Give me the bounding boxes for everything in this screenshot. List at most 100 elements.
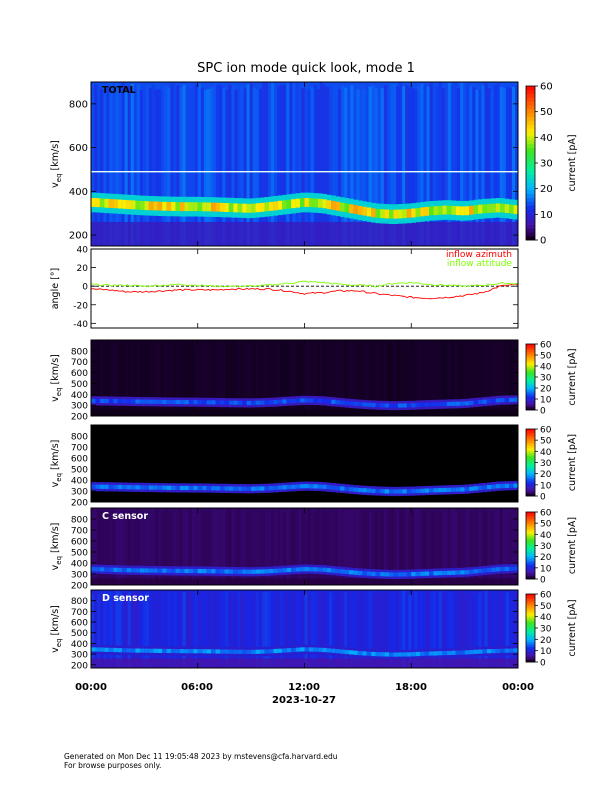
colorbar-swatch (526, 490, 535, 493)
colorbar-tick-label: 20 (540, 385, 552, 395)
heatmap-column (121, 426, 125, 502)
flow-band-core (282, 568, 288, 573)
heatmap-column (319, 426, 324, 502)
flow-band-core (126, 200, 132, 210)
heatmap-column (222, 88, 226, 246)
y-tick-label: 300 (71, 402, 88, 412)
flow-band-core (286, 199, 292, 209)
colorbar-swatch (526, 367, 535, 370)
flow-band-core (122, 648, 127, 653)
flow-band-core (166, 201, 172, 211)
flow-band-core (380, 652, 385, 657)
heatmap-column (213, 591, 217, 668)
heatmap-column (127, 427, 131, 502)
y-tick-label: 500 (71, 629, 88, 639)
flow-band-core (282, 399, 288, 404)
flow-band-core (277, 485, 283, 490)
heatmap-column (167, 592, 171, 668)
heatmap-column (301, 88, 305, 246)
heatmap-column (484, 428, 488, 502)
heatmap-column (408, 87, 412, 247)
heatmap-column (246, 510, 250, 585)
colorbar-swatch (526, 147, 535, 152)
heatmap-column (429, 510, 433, 585)
flow-band-core (464, 487, 470, 492)
flow-band-core (415, 571, 421, 577)
colorbar-swatch (526, 555, 535, 558)
flow-band-core (420, 488, 425, 493)
colorbar-swatch (526, 136, 535, 141)
flow-band-core (219, 400, 225, 405)
colorbar-swatch (526, 360, 535, 363)
heatmap-column (213, 342, 217, 416)
flow-band-core (166, 568, 172, 573)
flow-band-core (304, 198, 310, 207)
y-tick-label: 700 (71, 358, 88, 368)
colorbar-swatch (526, 619, 535, 622)
flow-band-core (251, 203, 256, 213)
flow-band-core (202, 400, 207, 405)
colorbar-swatch (526, 385, 535, 388)
heatmap-column (295, 426, 299, 502)
flow-band-core (313, 484, 319, 489)
heatmap-column (277, 593, 281, 668)
colorbar-swatch (526, 105, 535, 110)
heatmap-column (255, 340, 260, 416)
flow-band-core (317, 398, 323, 403)
heatmap-column (124, 426, 128, 502)
heatmap-column (280, 341, 284, 416)
heatmap-column (350, 428, 354, 502)
flow-band-core (291, 647, 296, 653)
heatmap-column (414, 342, 418, 416)
heatmap-column (115, 343, 119, 416)
heatmap-column (380, 425, 385, 502)
heatmap-column (295, 591, 299, 668)
flow-band-core (264, 569, 270, 574)
heatmap-column (264, 341, 269, 416)
heatmap-column (222, 426, 226, 502)
colorbar-swatch (526, 599, 535, 602)
colorbar-swatch (526, 151, 535, 156)
flow-band-core (406, 652, 412, 657)
heatmap-column (170, 426, 174, 502)
heatmap-column (447, 509, 452, 585)
colorbar-swatch (526, 470, 535, 473)
heatmap-column (286, 340, 290, 416)
flow-band-core (344, 569, 350, 574)
flow-band-core (397, 652, 403, 657)
flow-band-core (211, 486, 216, 491)
heatmap-column (130, 426, 134, 502)
heatmap-column (237, 508, 241, 585)
flow-band-core (99, 647, 105, 652)
flow-band-core (286, 567, 292, 573)
heatmap-column (191, 341, 195, 416)
heatmap-column (386, 341, 391, 416)
flow-band-core (326, 200, 332, 210)
heatmap-column (374, 88, 378, 247)
heatmap-column (450, 508, 455, 585)
flow-band-core (446, 401, 452, 406)
heatmap-column (457, 592, 461, 668)
heatmap-column (505, 86, 510, 246)
heatmap-column (261, 592, 266, 668)
heatmap-column (179, 592, 183, 668)
heatmap-column (188, 341, 192, 416)
heatmap-column (505, 592, 510, 668)
flow-band-core (273, 485, 279, 490)
flow-band-core (389, 209, 394, 219)
heatmap-column (209, 343, 214, 416)
flow-band-core (179, 568, 185, 574)
colorbar-swatch (526, 391, 535, 394)
heatmap-column (402, 86, 406, 246)
colorbar-swatch (526, 189, 535, 195)
flow-band-core (157, 648, 163, 653)
flow-band-core (99, 484, 105, 489)
flow-band-core (446, 570, 452, 575)
heatmap-column (176, 342, 180, 416)
colorbar-swatch (526, 518, 535, 521)
colorbar-swatch (526, 155, 535, 160)
heatmap-column (301, 508, 305, 585)
line-panel-background (91, 249, 518, 328)
colorbar-swatch (526, 562, 535, 565)
